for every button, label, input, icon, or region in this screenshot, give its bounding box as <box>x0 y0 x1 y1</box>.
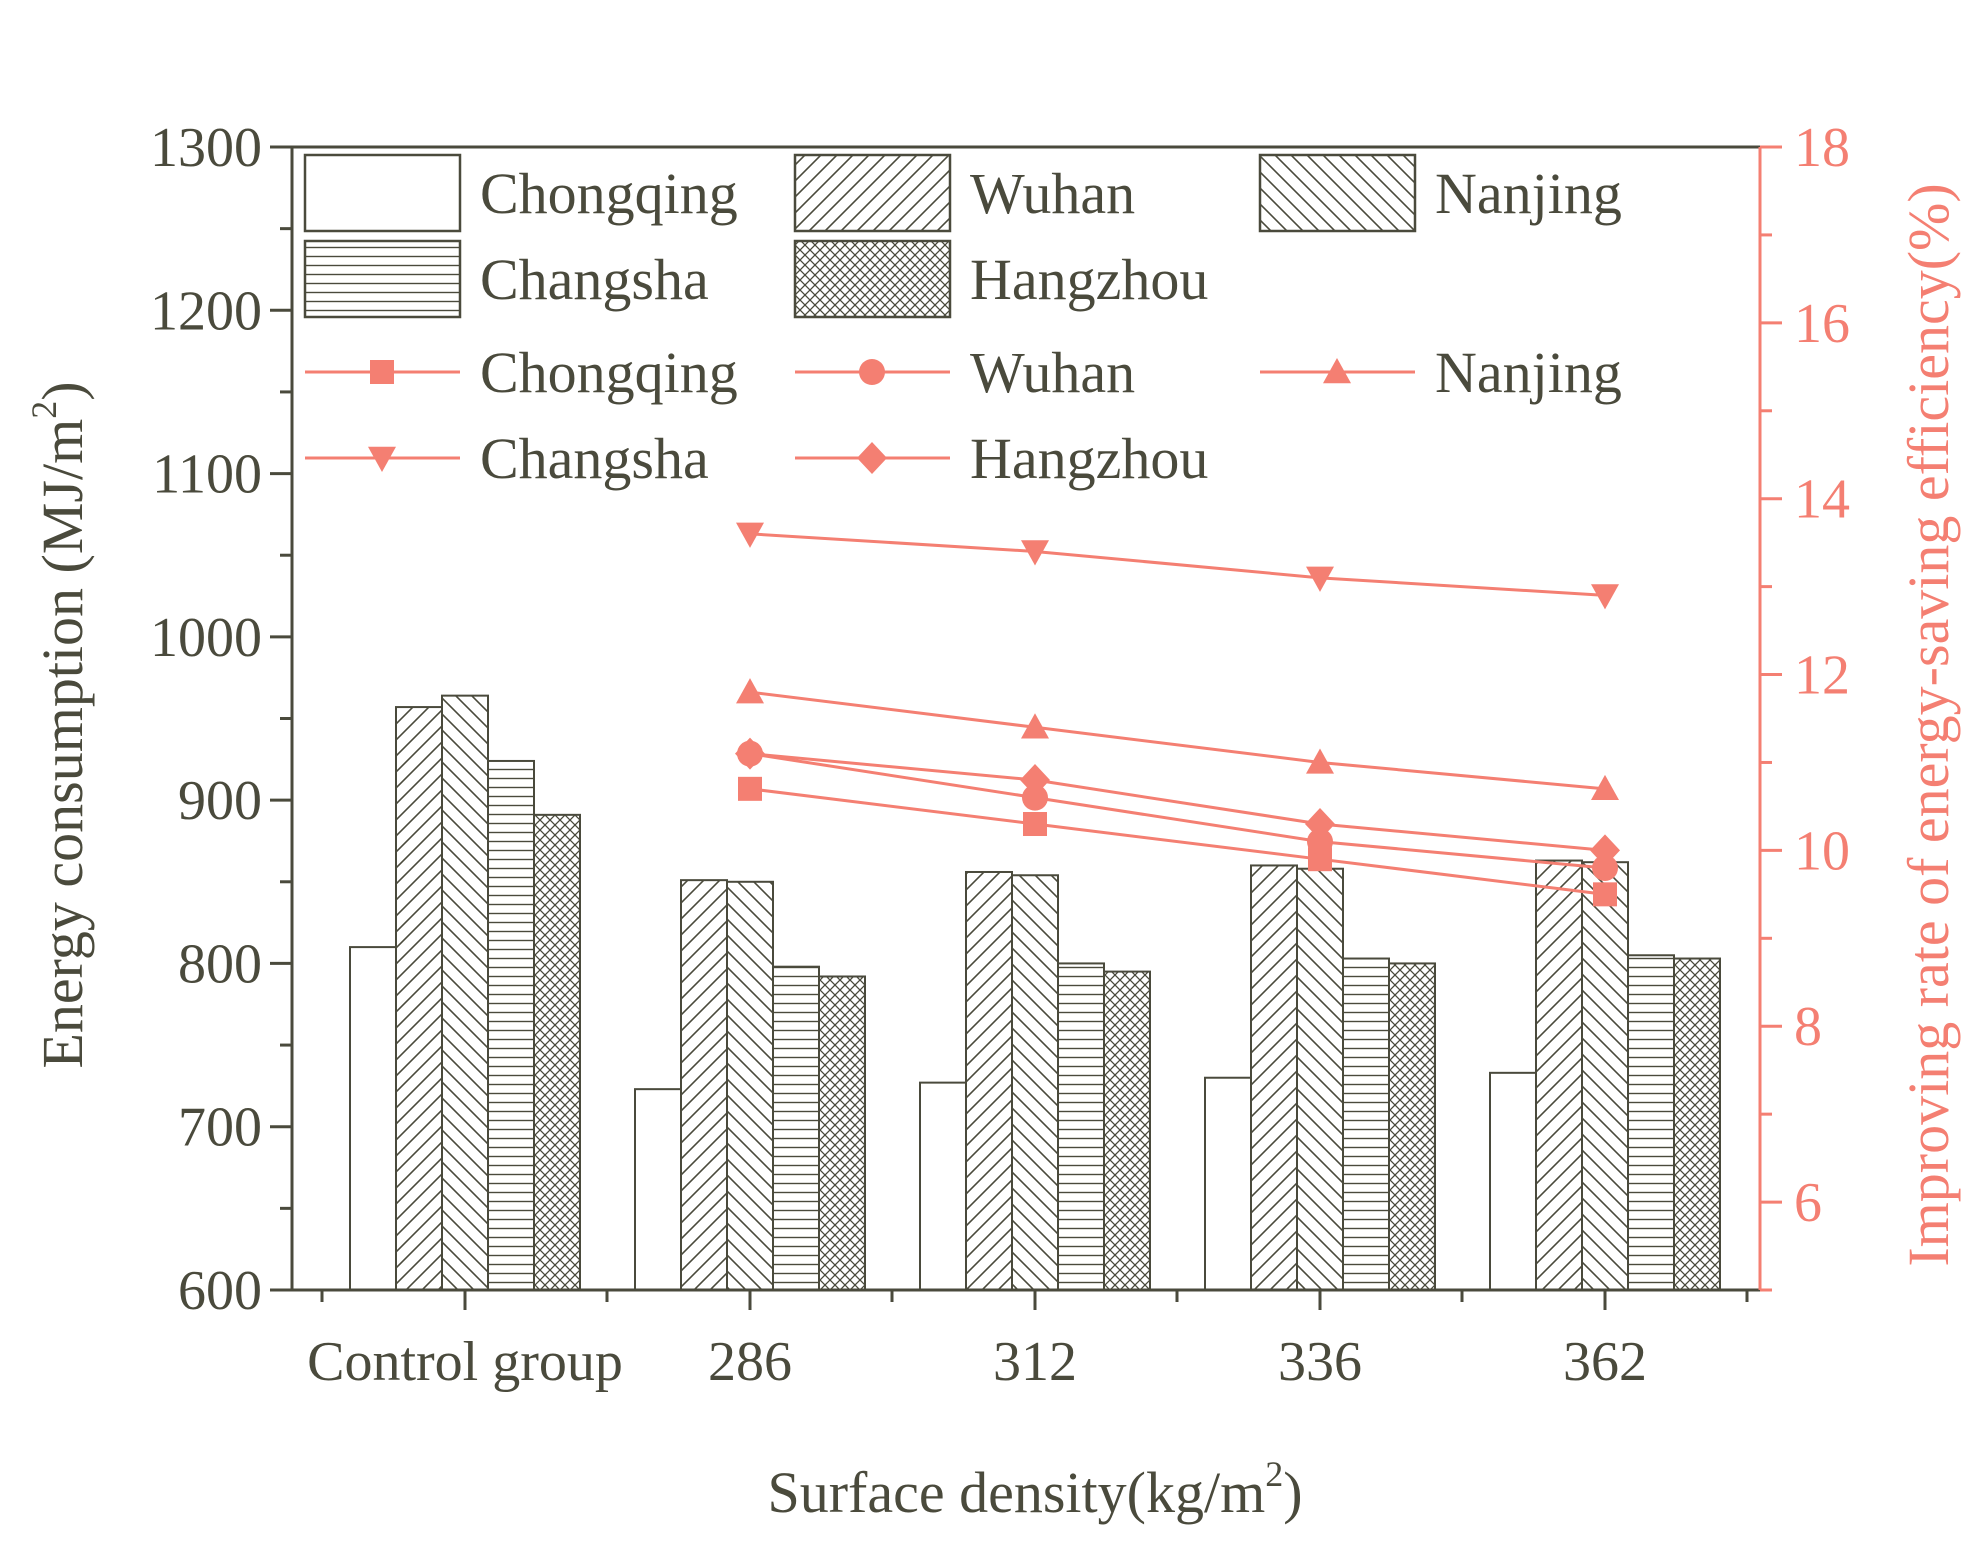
legend-swatch-hangzhou <box>793 239 952 319</box>
y-tick-label: 800 <box>178 933 262 995</box>
y2-tick-label: 6 <box>1794 1172 1822 1234</box>
bar-hangzhou-4 <box>1673 957 1721 1292</box>
y2-tick-label: 8 <box>1794 996 1822 1058</box>
legend-marker-wuhan <box>859 359 885 385</box>
point-changsha-2 <box>1306 566 1334 592</box>
legend-label: Changsha <box>480 426 709 491</box>
bars-layer <box>349 694 1721 1292</box>
legend-marker-chongqing <box>370 360 394 384</box>
bar-hangzhou-2 <box>1103 970 1151 1291</box>
bar-changsha-3 <box>1342 957 1390 1292</box>
y2-tick-label: 12 <box>1794 645 1850 707</box>
bar-chongqing-1 <box>634 1088 682 1291</box>
legend-marker-hangzhou <box>857 442 887 474</box>
legend-swatch-wuhan <box>793 153 952 233</box>
point-wuhan-1 <box>1022 784 1048 811</box>
bar-nanjing-1 <box>726 880 774 1291</box>
point-wuhan-3 <box>1592 854 1618 881</box>
x-tick-label: 362 <box>1563 1331 1647 1393</box>
bar-chongqing-2 <box>919 1081 967 1292</box>
point-nanjing-3 <box>1591 774 1619 801</box>
bar-changsha-1 <box>772 965 820 1291</box>
legend-label: Hangzhou <box>970 426 1208 491</box>
y-axis-title: Energy consumption (MJ/m2) <box>24 381 95 1068</box>
bar-hangzhou-3 <box>1388 962 1436 1292</box>
bar-nanjing-2 <box>1011 874 1059 1291</box>
point-hangzhou-0 <box>735 737 765 770</box>
bar-chongqing-4 <box>1489 1071 1537 1291</box>
point-chongqing-3 <box>1593 882 1617 907</box>
y-tick-label: 1300 <box>150 117 262 179</box>
legend-marker-nanjing <box>1323 358 1351 384</box>
point-chongqing-0 <box>738 776 762 801</box>
legend-label: Hangzhou <box>970 247 1208 312</box>
line-wuhan <box>749 752 1606 870</box>
point-changsha-1 <box>1021 540 1049 566</box>
y-tick-label: 1000 <box>150 607 262 669</box>
bar-chongqing-3 <box>1204 1076 1252 1291</box>
x-tick-label: Control group <box>307 1331 623 1393</box>
bar-changsha-4 <box>1627 954 1675 1291</box>
bar-wuhan-3 <box>1250 864 1298 1291</box>
y2-tick-label: 10 <box>1794 820 1850 882</box>
x-tick-label: 286 <box>708 1331 792 1393</box>
legend-label: Wuhan <box>970 340 1135 405</box>
point-hangzhou-1 <box>1020 764 1050 797</box>
y-tick-label: 1200 <box>150 280 262 342</box>
y2-tick-label: 14 <box>1794 469 1850 531</box>
y-tick-label: 1100 <box>152 444 262 506</box>
bar-nanjing-0 <box>441 694 489 1291</box>
y-tick-label: 700 <box>178 1097 262 1159</box>
bar-hangzhou-0 <box>533 813 581 1291</box>
point-changsha-3 <box>1591 584 1619 610</box>
legend-label: Nanjing <box>1435 161 1622 226</box>
bar-wuhan-0 <box>395 706 443 1291</box>
legend: Chongqing Wuhan Nanjing Changsha Hangzhou Cho… <box>303 153 1622 491</box>
bar-nanjing-4 <box>1581 861 1629 1291</box>
bar-wuhan-4 <box>1535 859 1583 1292</box>
point-hangzhou-3 <box>1590 834 1620 867</box>
point-nanjing-0 <box>736 678 764 704</box>
y2-tick-label: 16 <box>1794 293 1850 355</box>
legend-marker-changsha <box>368 446 396 472</box>
bar-changsha-0 <box>487 759 535 1291</box>
line-chongqing <box>749 787 1606 896</box>
bar-wuhan-1 <box>680 879 728 1291</box>
y-tick-label: 900 <box>178 770 262 832</box>
point-wuhan-2 <box>1307 828 1333 855</box>
line-nanjing <box>749 690 1606 791</box>
x-tick-label: 336 <box>1278 1331 1362 1393</box>
point-nanjing-1 <box>1021 713 1049 739</box>
bar-wuhan-2 <box>965 870 1013 1291</box>
bar-changsha-2 <box>1057 962 1105 1292</box>
legend-label: Chongqing <box>480 161 738 226</box>
line-changsha <box>749 532 1606 597</box>
axes-layer: 600 700 800 900 1000 1100 1200 1300 6 8 10 12 14 16 18… <box>150 117 1850 1393</box>
point-nanjing-2 <box>1306 748 1334 774</box>
bar-hangzhou-1 <box>818 975 866 1292</box>
legend-label: Nanjing <box>1435 340 1622 405</box>
bar-nanjing-3 <box>1296 867 1344 1291</box>
line-hangzhou <box>749 752 1606 852</box>
point-changsha-0 <box>736 522 764 548</box>
y-tick-label: 600 <box>178 1260 262 1322</box>
legend-label: Chongqing <box>480 340 738 405</box>
y2-tick-label: 18 <box>1794 117 1850 179</box>
legend-swatch-nanjing <box>1258 153 1417 233</box>
point-hangzhou-2 <box>1305 808 1335 841</box>
lines-layer <box>735 522 1620 907</box>
x-tick-label: 312 <box>993 1331 1077 1393</box>
bar-chongqing-0 <box>349 946 397 1291</box>
x-axis-title: Surface density(kg/m2) <box>767 1454 1302 1525</box>
legend-label: Wuhan <box>970 161 1135 226</box>
y2-axis-title: Improving rate of energy-saving efficien… <box>1896 183 1961 1266</box>
legend-swatch-changsha <box>303 239 462 319</box>
point-chongqing-1 <box>1023 812 1047 837</box>
legend-label: Changsha <box>480 247 709 312</box>
legend-swatch-chongqing <box>303 153 462 233</box>
